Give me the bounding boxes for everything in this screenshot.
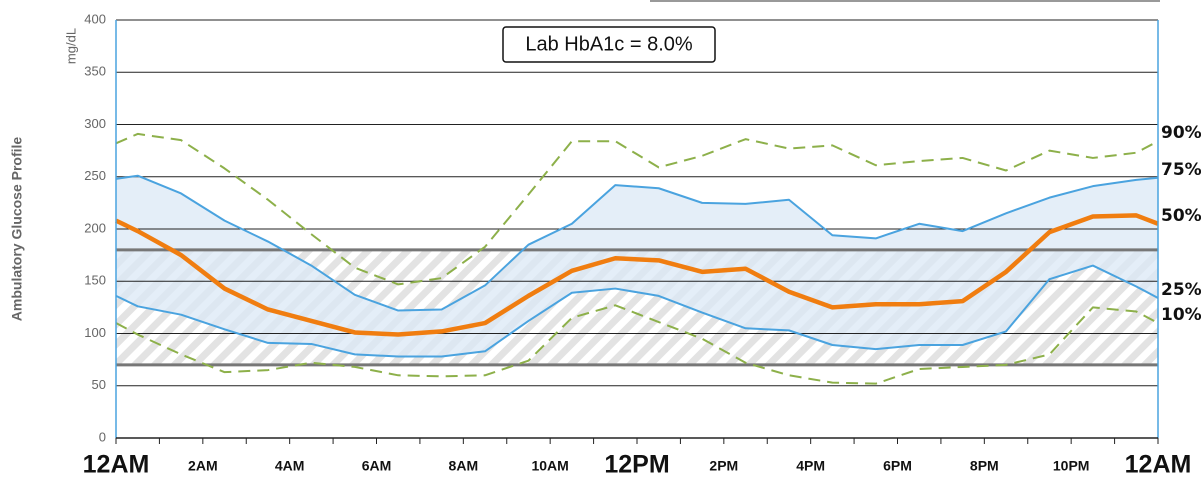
- series-label: 90%: [1161, 123, 1201, 143]
- series-line: [115, 213, 1159, 337]
- y-tick-label: 250: [84, 168, 106, 183]
- x-tick-label: 8PM: [970, 458, 999, 474]
- series-line: [115, 174, 1159, 312]
- y-tick-label: 50: [92, 377, 106, 392]
- y-unit: mg/dL: [63, 28, 78, 64]
- series-label: 10%: [1161, 305, 1201, 325]
- x-tick-label: 10PM: [1053, 458, 1090, 474]
- interquartile-band: [116, 175, 1158, 357]
- y-tick-label: 200: [84, 220, 106, 235]
- y-tick-label: 350: [84, 64, 106, 79]
- y-tick-label: 300: [84, 116, 106, 131]
- x-tick-label: 6PM: [883, 458, 912, 474]
- series-label: 25%: [1161, 280, 1201, 300]
- y-axis-title: Ambulatory Glucose Profile: [9, 137, 25, 322]
- series-line: [115, 304, 1159, 385]
- x-tick-label: 12AM: [83, 451, 150, 479]
- x-tick-label: 10AM: [531, 458, 568, 474]
- x-tick-label: 2PM: [709, 458, 738, 474]
- x-tick-label: 4AM: [275, 458, 305, 474]
- x-tick-label: 4PM: [796, 458, 825, 474]
- series-label: 50%: [1161, 206, 1201, 226]
- y-tick-label: 150: [84, 273, 106, 288]
- annotation-box: [502, 26, 716, 63]
- series-line: [115, 132, 1159, 286]
- y-tick-label: 100: [84, 325, 106, 340]
- y-tick-label: 0: [99, 429, 106, 444]
- series-line: [115, 264, 1159, 358]
- x-tick-label: 12AM: [1125, 451, 1192, 479]
- annotation: Lab HbA1c = 8.0%: [525, 33, 693, 55]
- x-tick-label: 2AM: [188, 458, 218, 474]
- y-tick-label: 400: [84, 11, 106, 26]
- x-tick-label: 8AM: [449, 458, 479, 474]
- x-tick-label: 6AM: [362, 458, 392, 474]
- series-label: 75%: [1161, 160, 1201, 180]
- x-tick-label: 12PM: [604, 451, 669, 479]
